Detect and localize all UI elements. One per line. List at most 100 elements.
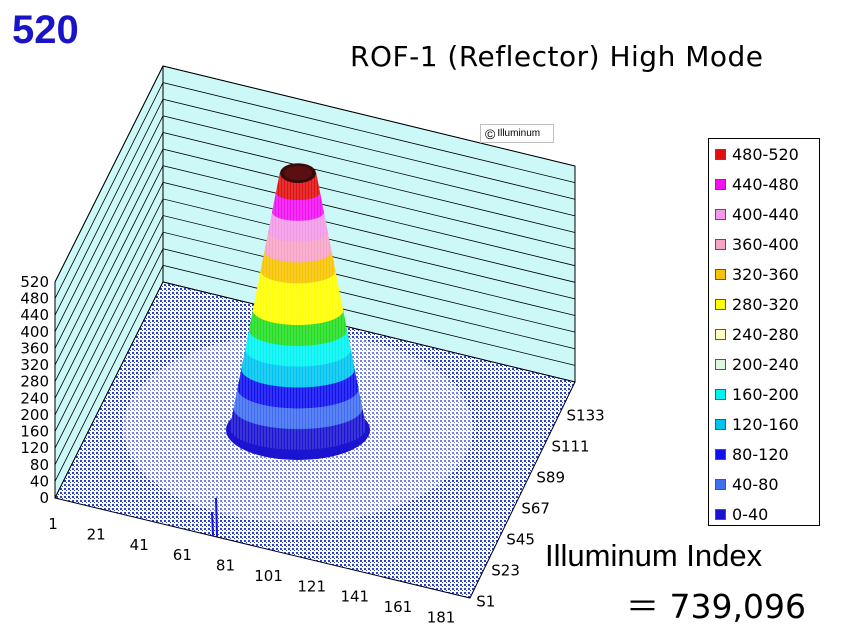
z-tick-label: 160 <box>20 423 49 441</box>
legend-item: 280-320 <box>715 293 799 315</box>
z-tick-label: 120 <box>20 439 49 457</box>
legend-item: 0-40 <box>715 503 768 525</box>
legend-label: 200-240 <box>732 354 799 374</box>
legend-item: 360-400 <box>715 233 799 255</box>
legend-item: 480-520 <box>715 143 799 165</box>
legend-swatch <box>715 418 726 430</box>
cone-band-texture <box>233 388 363 429</box>
illuminance-cone <box>226 163 370 460</box>
legend-label: 440-480 <box>732 174 799 194</box>
stray-spike <box>215 497 218 537</box>
wall-gridline <box>54 181 576 399</box>
y-tick-label: S23 <box>491 561 520 579</box>
legend-item: 240-280 <box>715 323 799 345</box>
legend-label: 160-200 <box>732 384 799 404</box>
x-tick-label: 41 <box>130 536 149 554</box>
z-tick-label: 80 <box>30 456 49 474</box>
x-tick-label: 81 <box>216 557 235 575</box>
z-tick-label: 400 <box>20 323 49 341</box>
wall-gridline <box>54 165 576 382</box>
legend-label: 280-320 <box>732 294 799 314</box>
wall-gridline <box>54 148 576 366</box>
wall-gridline <box>54 98 576 316</box>
wall-gridline <box>54 248 576 465</box>
stray-spike <box>211 511 214 537</box>
watermark-text: Illuminum <box>497 128 541 139</box>
legend-label: 240-280 <box>732 324 799 344</box>
x-tick-label: 61 <box>173 546 192 564</box>
cone-band-texture <box>256 271 340 304</box>
z-tick-label: 520 <box>20 273 49 291</box>
wall-gridline <box>54 65 576 283</box>
legend-label: 400-440 <box>732 204 799 224</box>
legend-swatch <box>715 238 726 250</box>
legend-label: 120-160 <box>732 414 799 434</box>
legend-item: 40-80 <box>715 473 779 495</box>
legend-swatch <box>715 148 726 160</box>
chart-title: ROF-1 (Reflector) High Mode <box>350 40 764 73</box>
cone-band-texture <box>237 369 359 409</box>
y-tick-label: S89 <box>536 469 565 487</box>
cone-band-texture <box>253 290 343 325</box>
cone-band-texture <box>245 329 351 367</box>
y-tick-label: S67 <box>521 499 550 517</box>
legend-item: 400-440 <box>715 203 799 225</box>
x-tick-label: 1 <box>48 515 58 533</box>
legend-swatch <box>715 508 726 520</box>
copyright-icon: © <box>485 125 496 142</box>
z-tick-label: 320 <box>20 356 49 374</box>
wall-gridline <box>54 215 576 432</box>
legend-item: 320-360 <box>715 263 799 285</box>
cone-band-texture <box>241 349 355 388</box>
cone-band-texture <box>264 231 332 263</box>
x-tick-label: 101 <box>254 567 283 585</box>
legend-swatch <box>715 298 726 310</box>
y-tick-label: S1 <box>476 592 495 610</box>
legend-item: 440-480 <box>715 173 799 195</box>
cone-band-texture <box>260 251 336 284</box>
peak-value: 520 <box>12 8 79 52</box>
legend-item: 80-120 <box>715 443 789 465</box>
legend-swatch <box>715 328 726 340</box>
legend-item: 160-200 <box>715 383 799 405</box>
legend-label: 480-520 <box>732 144 799 164</box>
legend-label: 40-80 <box>732 474 779 494</box>
watermark: © Illuminum <box>480 124 554 143</box>
legend: 480-520 440-480 400-440 360-400 320-360 280-3… <box>708 138 820 526</box>
y-tick-label: S45 <box>506 530 535 548</box>
wall-gridline <box>54 115 576 333</box>
z-tick-label: 200 <box>20 406 49 424</box>
legend-swatch <box>715 478 726 490</box>
wall-gridline <box>54 82 576 299</box>
wall-gridline <box>54 198 576 416</box>
x-tick-label: 21 <box>87 525 106 543</box>
z-tick-label: 40 <box>30 472 49 490</box>
z-tick-label: 280 <box>20 373 49 391</box>
legend-swatch <box>715 268 726 280</box>
y-tick-label: S111 <box>551 438 589 456</box>
wall-gridline <box>54 131 576 349</box>
index-value: ＝ 739,096 <box>626 587 806 626</box>
z-tick-label: 440 <box>20 306 49 324</box>
index-label: Illuminum Index <box>545 538 763 573</box>
legend-label: 0-40 <box>732 504 769 524</box>
legend-label: 80-120 <box>732 444 789 464</box>
z-tick-label: 0 <box>39 489 49 507</box>
legend-swatch <box>715 388 726 400</box>
cone-band-texture <box>249 310 347 346</box>
cone-band-texture <box>268 212 328 242</box>
legend-swatch <box>715 208 726 220</box>
legend-label: 320-360 <box>732 264 799 284</box>
legend-item: 120-160 <box>715 413 799 435</box>
legend-swatch <box>715 358 726 370</box>
y-tick-label: S133 <box>567 407 605 425</box>
x-tick-label: 121 <box>297 577 326 595</box>
legend-swatch <box>715 448 726 460</box>
x-tick-label: 141 <box>340 588 369 606</box>
z-tick-label: 360 <box>20 339 49 357</box>
legend-item: 200-240 <box>715 353 799 375</box>
